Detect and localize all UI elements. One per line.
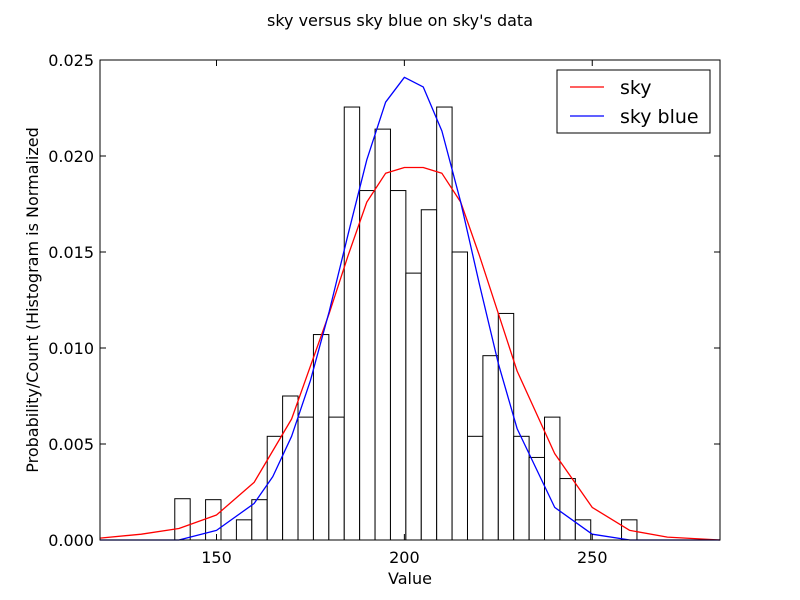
histogram-bar: [451, 251, 468, 541]
x-tick-label: 200: [389, 548, 420, 567]
histogram-bar: [205, 499, 222, 541]
histogram-bar: [343, 106, 361, 541]
x-axis: 150 200 250: [201, 60, 608, 567]
legend-label: sky blue: [620, 106, 699, 128]
histogram-bar: [513, 435, 530, 541]
histogram-bar: [174, 498, 191, 541]
histogram-bar: [497, 312, 515, 541]
y-axis-label: Probability/Count (Histogram is Normaliz…: [23, 127, 42, 473]
y-tick-label: 0.020: [48, 147, 94, 166]
y-tick-label: 0.000: [48, 531, 94, 550]
y-tick-label: 0.025: [48, 51, 94, 70]
legend-label: sky: [620, 77, 651, 99]
x-axis-label: Value: [388, 569, 432, 588]
y-axis: 0.000 0.005 0.010 0.015 0.020 0.025: [48, 51, 720, 550]
plot-frame: [99, 59, 721, 541]
histogram-bar: [374, 128, 391, 541]
series-line-sky: [99, 166, 721, 541]
histogram-bar: [312, 334, 330, 541]
y-tick-label: 0.005: [48, 435, 94, 454]
histogram-bar: [251, 499, 268, 541]
legend-box: [556, 69, 711, 134]
histogram-bar: [235, 519, 253, 541]
histogram-bar: [574, 519, 592, 541]
legend: sky sky blue: [556, 69, 711, 134]
histogram-bar: [389, 190, 407, 541]
histogram-bar: [328, 416, 345, 541]
y-tick-label: 0.015: [48, 243, 94, 262]
histogram-bar: [266, 435, 284, 541]
series-line-sky-blue: [100, 76, 720, 541]
histogram-bar: [282, 395, 299, 541]
histogram-bar: [405, 272, 422, 541]
y-tick-label: 0.010: [48, 339, 94, 358]
histogram-bar: [559, 478, 576, 541]
histogram-bars: [174, 106, 638, 541]
histogram-bar: [359, 190, 376, 541]
x-tick-label: 150: [201, 548, 232, 567]
histogram-bar: [420, 209, 438, 541]
histogram-bar: [482, 355, 499, 541]
fit-curves: [99, 76, 721, 541]
histogram-bar: [466, 435, 484, 541]
x-tick-label: 250: [577, 548, 608, 567]
histogram-bar: [297, 416, 314, 541]
chart-title: sky versus sky blue on sky's data: [267, 11, 533, 30]
